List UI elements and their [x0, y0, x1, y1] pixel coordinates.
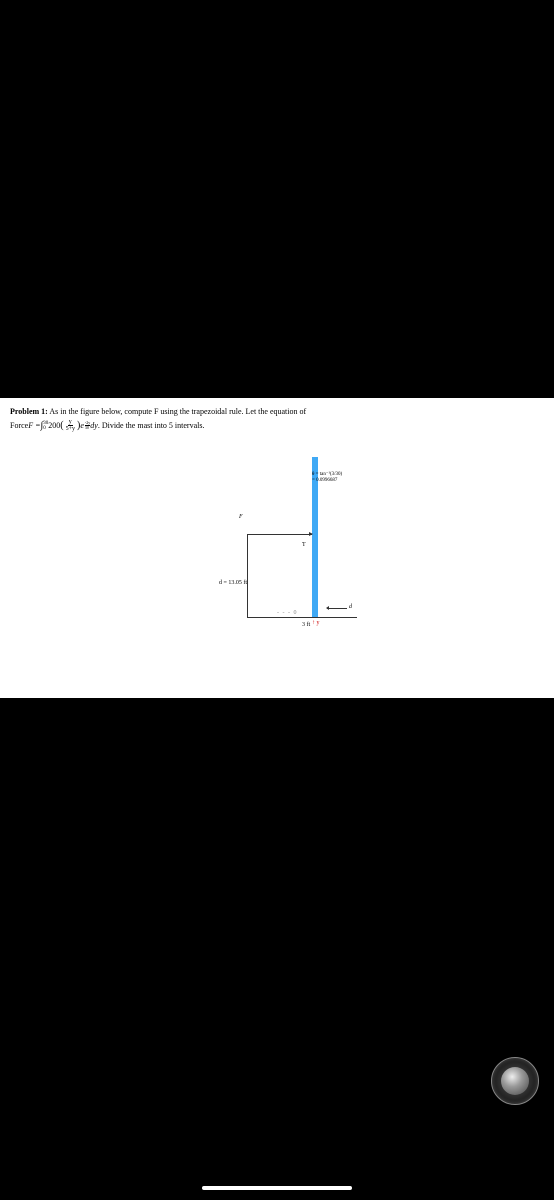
- o-dash: - - - 0: [277, 610, 298, 616]
- dim-3ft: 3 ft: [302, 622, 310, 628]
- problem-label: Problem 1:: [10, 407, 48, 416]
- problem-line-1: Problem 1: As in the figure below, compu…: [10, 406, 544, 417]
- e-symbol: e: [80, 421, 84, 430]
- theta-annotation: θ = tan⁻¹(3/30) = 0.0996687: [312, 472, 342, 483]
- fraction-1: y 5+y: [65, 419, 76, 432]
- assistive-touch-button[interactable]: [491, 1057, 539, 1105]
- t-label: T: [302, 542, 306, 548]
- home-indicator[interactable]: [202, 1186, 352, 1190]
- formula-line: Force F = ∫ 30 0 200 ( y 5+y ) e -2y 30 …: [10, 419, 544, 432]
- force-arrow: [247, 534, 312, 535]
- d-right-label: d: [349, 604, 352, 610]
- f-label: F: [239, 514, 243, 520]
- force-word: Force: [10, 421, 28, 430]
- f-equals: F =: [28, 421, 40, 430]
- document-page: Problem 1: As in the figure below, compu…: [0, 398, 554, 698]
- d-label: d = 13.05 ft: [219, 580, 247, 586]
- base-line: [247, 617, 357, 618]
- rest-text: . Divide the mast into 5 intervals.: [98, 421, 205, 430]
- d-arrow: [327, 608, 347, 609]
- theta-line1: θ = tan⁻¹(3/30): [312, 472, 342, 478]
- coeff: 200: [48, 421, 60, 430]
- problem-text-1: As in the figure below, compute F using …: [49, 407, 306, 416]
- vertical-guide: [247, 534, 248, 617]
- theta-line2: = 0.0996687: [312, 478, 342, 484]
- frac1-den: 5+y: [65, 426, 76, 432]
- paren-open: (: [60, 420, 63, 431]
- y-axis-label: ↑ y: [312, 620, 320, 626]
- integral-sign: ∫: [41, 420, 44, 431]
- figure-diagram: F d = 13.05 ft T - - - 0 3 ft d θ = tan⁻…: [157, 452, 397, 652]
- dy-text: dy: [90, 421, 98, 430]
- frac1-num: y: [68, 419, 73, 426]
